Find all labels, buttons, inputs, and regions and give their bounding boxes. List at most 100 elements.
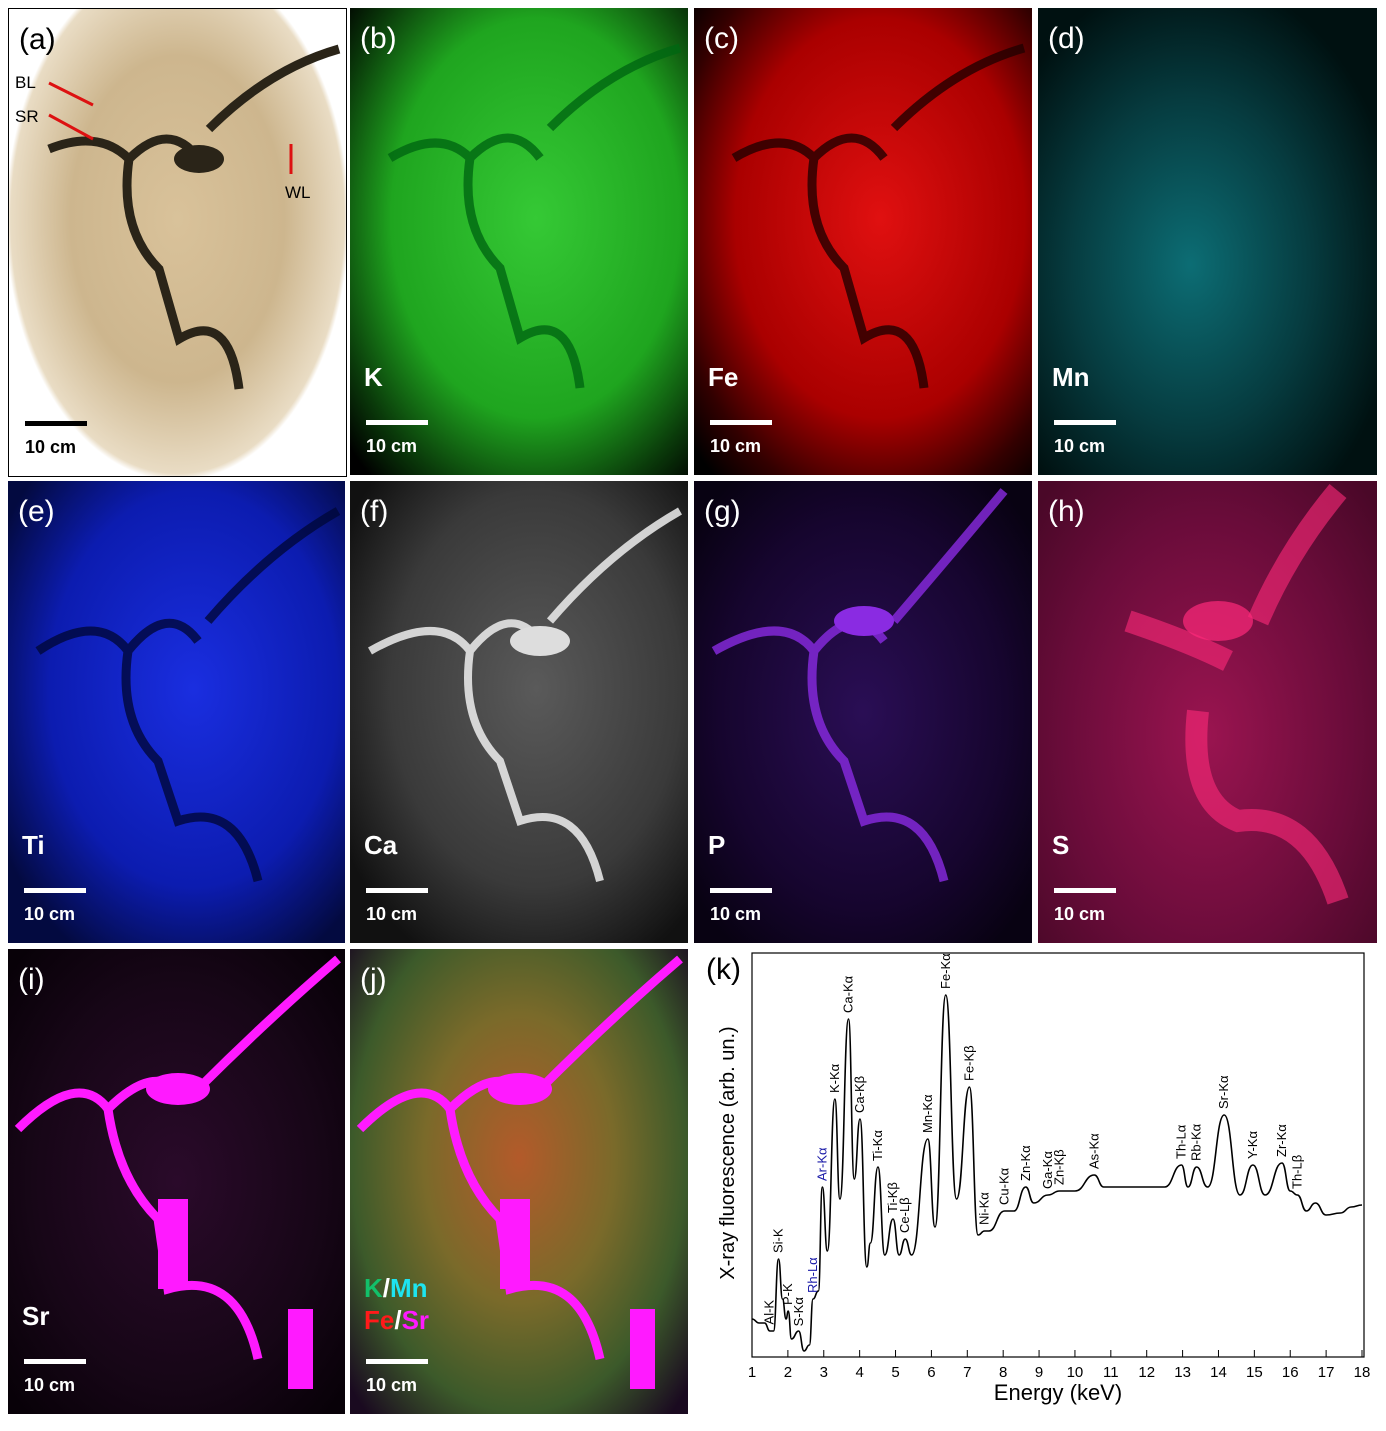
scale-text: 10 cm [1054,904,1106,924]
scale-text: 10 cm [710,904,762,924]
panel-label: (f) [360,495,389,528]
panel-label: (k) [706,953,741,986]
scale-bar [25,421,87,426]
peak-label: Th-Lα [1174,1124,1189,1159]
specimen-outline [47,44,341,390]
scale-bar [366,420,428,425]
peak-label: Th-Lβ [1289,1155,1304,1189]
x-tick-label: 3 [820,1364,828,1381]
arrow-label: WL [285,183,311,202]
arrow-label: SR [15,107,39,126]
element-label: Ca [364,830,398,860]
scale-bar [710,888,772,893]
specimen [731,43,1026,389]
peak-label: Zn-Kα [1018,1145,1033,1181]
specimen [368,507,682,882]
x-tick-label: 13 [1174,1364,1191,1381]
scale-text: 10 cm [1054,436,1106,456]
peak-label: Ce-Lβ [897,1197,912,1233]
peak-label: Zn-Kβ [1052,1149,1067,1185]
specimen [387,43,682,389]
x-tick-label: 5 [891,1364,899,1381]
scale-text: 10 cm [24,1375,76,1395]
legend-separator: / [394,1305,402,1335]
panel-c: (c) Fe 10 cm [694,8,1032,475]
peak-label: P-K [780,1283,795,1305]
composite-legend: K/Mn [364,1273,428,1304]
peak-label: Y-Kα [1245,1131,1260,1159]
spectrum-chart: (k) Energy (keV) X-ray fluorescence (arb… [706,952,1371,1405]
scale-bar [1054,420,1116,425]
panel-label: (b) [360,22,397,55]
x-tick-label: 15 [1246,1364,1263,1381]
x-tick-label: 10 [1067,1364,1084,1381]
x-tick-label: 11 [1103,1364,1119,1381]
peak-label: Ca-Kβ [852,1076,867,1113]
x-tick-label: 12 [1138,1364,1155,1381]
specimen [35,507,341,883]
panel-label: (i) [18,963,45,996]
element-label: K [364,362,383,392]
peak-label: Ti-Kβ [885,1182,900,1213]
x-tick-label: 1 [748,1364,756,1381]
legend-element: Sr [401,1305,430,1335]
element-label: Fe [708,362,739,392]
peak-label: Mn-Kα [920,1094,935,1133]
x-tick-label: 9 [1035,1364,1043,1381]
panel-g: (g) P 10 cm [694,481,1032,943]
specimen [1124,483,1349,905]
legend-element: Mn [390,1273,428,1303]
panel-h: (h) S 10 cm [1038,481,1377,943]
peak-label: Ti-Kα [870,1130,885,1161]
composite-legend: Fe/Sr [364,1305,429,1336]
panel-label: (e) [18,495,55,528]
panel-label: (g) [704,495,741,528]
x-tick-label: 7 [963,1364,971,1381]
panel-label: (j) [360,963,387,996]
specimen [356,955,683,1389]
peak-label: Sr-Kα [1216,1075,1231,1109]
element-label: Sr [22,1301,50,1331]
panel-a: (a) BL SR WL 10 cm [8,8,347,477]
panel-d: (d) Mn 10 cm [1038,8,1377,475]
peak-label: Si-K [771,1228,786,1253]
peak-label: K-Kα [827,1063,842,1093]
panel-b: (b) K 10 cm [350,8,688,475]
peak-label: Zr-Kα [1274,1124,1289,1157]
panel-label: (a) [19,23,56,56]
element-label: Ti [22,830,45,860]
x-tick-label: 18 [1354,1364,1371,1381]
scale-text: 10 cm [24,904,76,924]
x-tick-label: 17 [1318,1364,1335,1381]
element-label: Mn [1052,362,1090,392]
plot-frame [751,952,1365,1358]
x-tick-label: 14 [1210,1364,1227,1381]
x-tick-label: 16 [1282,1364,1299,1381]
peak-label: Rb-Kα [1189,1123,1204,1161]
panel-i: (i) Sr 10 cm [8,949,345,1414]
scale-bar [24,888,86,893]
legend-element: Fe [364,1305,395,1335]
peak-label: Rh-Lα [805,1257,820,1293]
scale-bar [366,888,428,893]
peak-label: Fe-Kα [938,953,953,989]
scale-bar [366,1359,428,1364]
scale-text: 10 cm [25,437,77,457]
x-axis-label: Energy (keV) [994,1380,1122,1405]
peak-label: Cu-Kα [997,1167,1012,1205]
legend-separator: / [382,1273,391,1303]
spectrum-line [751,994,1363,1352]
x-tick-label: 2 [784,1364,792,1381]
scale-text: 10 cm [366,904,418,924]
panel-e: (e) Ti 10 cm [8,481,345,943]
element-label: P [708,830,726,860]
panel-label: (h) [1048,495,1085,528]
peak-label: Ni-Kα [977,1192,992,1225]
scale-text: 10 cm [710,436,762,456]
peak-label: Al-K [762,1300,777,1325]
scale-text: 10 cm [366,1375,418,1395]
panel-label: (d) [1048,22,1085,55]
scale-bar [1054,888,1116,893]
peak-label: Ca-Kα [841,975,856,1013]
peak-label: As-Kα [1086,1133,1101,1169]
